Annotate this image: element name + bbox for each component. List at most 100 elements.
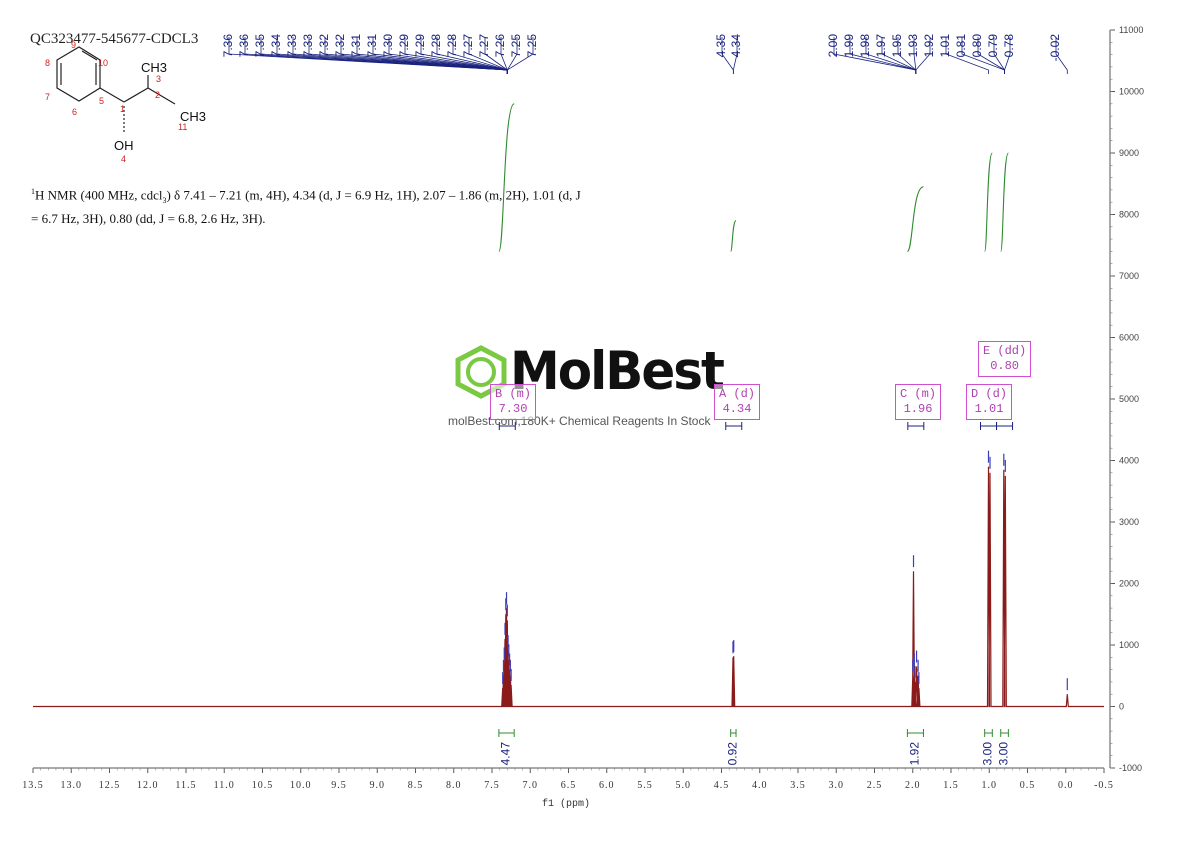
peak-leader-line — [732, 37, 738, 74]
peak-label: 7.27 — [461, 34, 475, 58]
peak-label: 7.32 — [317, 34, 331, 58]
peak-label: 7.32 — [333, 34, 347, 58]
x-tick-label: 5.5 — [637, 780, 653, 791]
multiplet-type: A (d) — [719, 387, 756, 401]
integral-curve — [1000, 152, 1009, 252]
multiplet-shift: 1.01 — [974, 402, 1004, 416]
x-tick-label: 13.0 — [61, 780, 83, 791]
x-tick-label: 9.5 — [331, 780, 347, 791]
multiplet-shift: 1.96 — [903, 402, 933, 416]
logo-hexagon-icon — [455, 345, 507, 399]
x-tick-label: 3.0 — [829, 780, 845, 791]
ch3-label-right: CH3 — [180, 109, 206, 124]
integral-value: 3.00 — [981, 742, 995, 766]
atom-number-label: 11 — [178, 122, 187, 132]
multiplet-box: A (d) 4.34 — [714, 384, 761, 420]
atom-number-label: 8 — [45, 58, 50, 68]
y-tick-label: 10000 — [1119, 87, 1144, 97]
multiplet-box: C (m) 1.96 — [895, 384, 942, 420]
peak-label: 7.31 — [365, 34, 379, 58]
integral-value: 0.92 — [726, 742, 740, 766]
y-tick-label: 2000 — [1119, 579, 1139, 589]
x-tick-label: 8.5 — [408, 780, 424, 791]
peak-label: -0.02 — [1048, 34, 1062, 62]
x-tick-label: 0.5 — [1020, 780, 1036, 791]
multiplet-shift: 4.34 — [722, 402, 752, 416]
peak-leader-line — [1055, 37, 1068, 74]
molecule-structure — [56, 46, 176, 133]
peak-leader-line — [945, 37, 989, 74]
x-tick-label: 5.0 — [676, 780, 692, 791]
x-tick-label: 11.0 — [214, 780, 235, 791]
peak-label: 7.33 — [301, 34, 315, 58]
integral-value: 4.47 — [499, 742, 513, 766]
benzene-ring — [56, 46, 101, 102]
peak-label: 7.27 — [477, 34, 491, 58]
peak-label: 1.93 — [906, 34, 920, 58]
integral-curve — [730, 220, 737, 252]
y-tick-label: 3000 — [1119, 517, 1139, 527]
peak-label: 4.34 — [729, 34, 743, 58]
ch3-label-top: CH3 — [141, 60, 167, 75]
y-tick-label: 4000 — [1119, 456, 1139, 466]
sample-id: QC323477-545677-CDCL3 — [30, 31, 199, 47]
peak-label: 7.25 — [525, 34, 539, 58]
peak-label: 1.98 — [858, 34, 872, 58]
y-tick-label: 7000 — [1119, 271, 1139, 281]
peak-label: 7.34 — [269, 34, 283, 58]
logo-tagline: molBest.com,180K+ Chemical Reagents In S… — [448, 414, 711, 428]
atom-number-label: 7 — [45, 92, 50, 102]
peak-label: 7.28 — [429, 34, 443, 58]
x-tick-label: 0.0 — [1058, 780, 1074, 791]
atom-number-label: 1 — [120, 104, 125, 114]
x-tick-label: 1.0 — [982, 780, 998, 791]
peak-label: 1.99 — [842, 34, 856, 58]
x-tick-label: 9.0 — [370, 780, 386, 791]
peak-label: 0.81 — [954, 34, 968, 58]
x-tick-label: 2.0 — [905, 780, 921, 791]
multiplet-box: D (d) 1.01 — [966, 384, 1013, 420]
x-tick-label: 6.5 — [561, 780, 577, 791]
x-tick-label: 7.0 — [523, 780, 539, 791]
x-tick-label: 7.5 — [484, 780, 500, 791]
multiplet-type: C (m) — [900, 387, 937, 401]
multiplet-shift: 7.30 — [498, 402, 528, 416]
x-tick-label: -0.5 — [1094, 780, 1114, 791]
multiplet-box: E (dd) 0.80 — [978, 341, 1032, 377]
peak-label: 7.31 — [349, 34, 363, 58]
peak-label: 7.30 — [381, 34, 395, 58]
x-tick-label: 2.5 — [867, 780, 883, 791]
peak-leader-line — [1004, 37, 1011, 74]
peak-label: 2.00 — [826, 34, 840, 58]
molbest-logo: MolBest — [452, 340, 752, 404]
x-tick-label: 4.0 — [752, 780, 768, 791]
logo-wordmark: MolBest — [510, 340, 725, 402]
oh-label: OH — [114, 138, 134, 153]
bond-c1-c2 — [123, 87, 149, 103]
x-axis-label: f1 (ppm) — [542, 798, 590, 810]
nmr-description: 1H NMR (400 MHz, cdcl3) δ 7.41 – 7.21 (m… — [31, 187, 581, 226]
y-tick-label: -1000 — [1119, 763, 1142, 773]
multiplet-shift: 0.80 — [990, 359, 1020, 373]
peak-label: 1.92 — [922, 34, 936, 58]
x-tick-label: 8.0 — [446, 780, 462, 791]
multiplet-type: D (d) — [971, 387, 1008, 401]
peak-label: 1.01 — [938, 34, 952, 58]
atom-number-label: 5 — [99, 96, 104, 106]
peak-label: 7.35 — [253, 34, 267, 58]
integral-value: 1.92 — [908, 742, 922, 766]
atom-number-label: 4 — [121, 154, 126, 164]
peak-label: 7.33 — [285, 34, 299, 58]
spectrum-line — [33, 466, 1104, 708]
peak-label: 0.79 — [986, 34, 1000, 58]
peak-label: 4.35 — [714, 34, 728, 58]
y-tick-label: 1000 — [1119, 640, 1139, 650]
atom-number-label: 3 — [156, 74, 161, 84]
integral-curve — [984, 152, 993, 252]
peak-label: 1.97 — [874, 34, 888, 58]
integral-value: 3.00 — [997, 742, 1011, 766]
peak-leader-line — [915, 37, 931, 74]
multiplet-box: B (m) 7.30 — [490, 384, 537, 420]
x-tick-label: 13.5 — [22, 780, 44, 791]
